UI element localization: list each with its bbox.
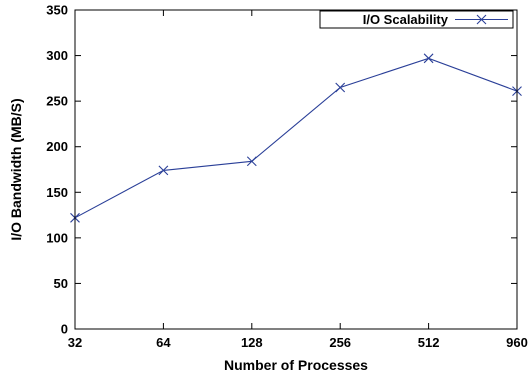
legend-box [319, 10, 514, 29]
data-point [423, 53, 434, 64]
y-tick-label: 100 [46, 230, 68, 245]
legend-label: I/O Scalability [363, 12, 449, 27]
y-axis-ticks: 0 50 100 150 200 250 300 350 [46, 3, 517, 337]
data-point [246, 156, 257, 167]
y-tick-label: 0 [61, 322, 68, 337]
plot-frame [74, 9, 518, 330]
y-tick-label: 250 [46, 94, 68, 109]
x-tick-label: 256 [329, 335, 351, 350]
data-point [335, 82, 346, 93]
x-axis-title: Number of Processes [224, 357, 368, 373]
legend-marker-x [476, 14, 487, 25]
legend-marker [476, 14, 487, 25]
x-axis-ticks: 32 64 128 256 512 960 [68, 10, 528, 350]
y-tick-label: 350 [46, 3, 68, 18]
y-tick-label: 150 [46, 185, 68, 200]
x-tick-label: 64 [156, 335, 171, 350]
x-tick-label: 32 [68, 335, 82, 350]
x-tick-label: 128 [241, 335, 263, 350]
x-tick-label: 960 [506, 335, 528, 350]
series-layer [70, 53, 522, 223]
y-tick-label: 300 [46, 48, 68, 63]
y-tick-label: 200 [46, 139, 68, 154]
series-line [74, 57, 518, 219]
legend: I/O Scalability [319, 10, 514, 29]
y-axis-title: I/O Bandwidth (MB/S) [8, 98, 24, 240]
x-tick-label: 512 [418, 335, 440, 350]
data-point [158, 165, 169, 176]
y-tick-label: 50 [54, 276, 68, 291]
